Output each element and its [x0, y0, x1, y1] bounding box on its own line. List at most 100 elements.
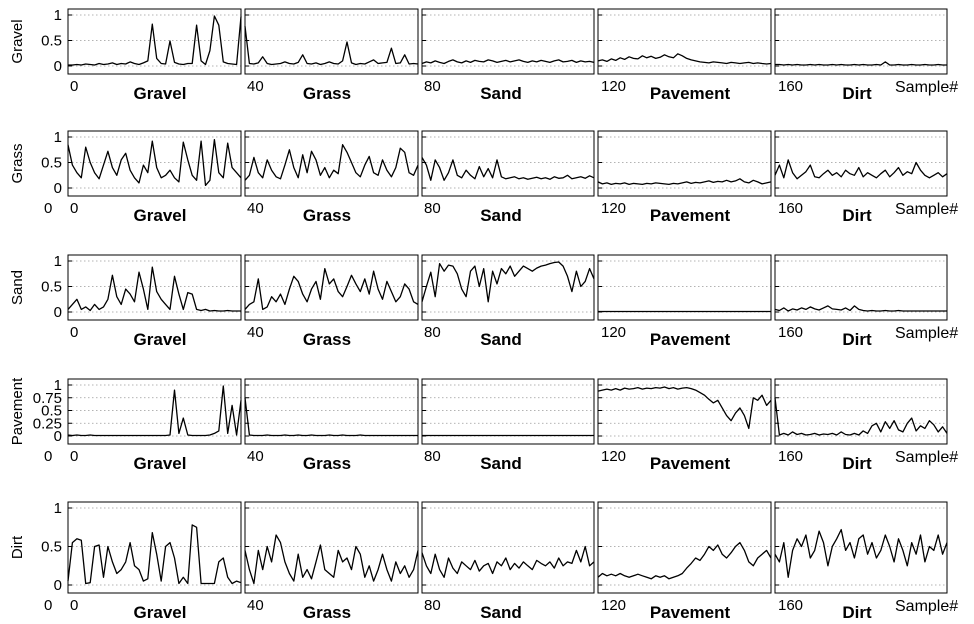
- panel-sand: [421, 501, 595, 594]
- surface-label: Grass: [303, 84, 351, 103]
- series-line: [774, 397, 948, 436]
- x-axis-label: Sample#: [895, 449, 958, 466]
- surface-label: Gravel: [134, 84, 187, 103]
- panel-grass: [244, 378, 419, 445]
- panel-sand: [421, 8, 595, 75]
- panel-sand: [421, 130, 595, 197]
- x-tick-label: 40: [247, 200, 264, 217]
- series-line: [68, 15, 242, 66]
- panel-pavement: [597, 130, 772, 197]
- panel-pavement: [597, 254, 772, 321]
- panel-gravel: [67, 8, 242, 75]
- series-line: [775, 61, 947, 66]
- panel-frame: [774, 8, 948, 75]
- x-tick-label: 0: [44, 448, 52, 465]
- series-line: [244, 267, 419, 311]
- surface-label: Sand: [480, 454, 522, 473]
- surface-label: Grass: [303, 206, 351, 225]
- panel-frame: [67, 378, 242, 445]
- x-axis-label: Sample#: [895, 79, 958, 96]
- surface-label: Sand: [480, 84, 522, 103]
- x-tick-label: 80: [424, 78, 441, 95]
- y-tick-label: 0.75: [33, 390, 62, 407]
- surface-label: Gravel: [134, 330, 187, 349]
- y-tick-label: 0.5: [41, 279, 62, 296]
- y-axis-label: Grass: [9, 143, 26, 183]
- panel-grass: [244, 254, 419, 321]
- panel-gravel: [67, 254, 242, 321]
- series-line: [244, 397, 418, 437]
- surface-label: Sand: [480, 603, 522, 622]
- y-tick-label: 0: [54, 577, 62, 594]
- surface-label: Grass: [303, 454, 351, 473]
- surface-label: Pavement: [650, 603, 731, 622]
- panel-dirt: [774, 254, 948, 321]
- x-tick-label: 0: [44, 597, 52, 614]
- panel-dirt: [774, 378, 948, 445]
- surface-label: Sand: [480, 206, 522, 225]
- surface-label: Dirt: [842, 603, 872, 622]
- x-axis-label: Sample#: [895, 325, 958, 342]
- surface-label: Pavement: [650, 84, 731, 103]
- x-axis-label: Sample#: [895, 598, 958, 615]
- panel-gravel: [67, 130, 242, 197]
- series-line: [244, 534, 419, 585]
- panel-dirt: [774, 501, 948, 594]
- y-tick-label: 0.5: [41, 539, 62, 556]
- panel-frame: [421, 8, 595, 75]
- x-tick-label: 120: [601, 448, 626, 465]
- series-line: [597, 386, 772, 430]
- y-tick-label: 0: [54, 180, 62, 197]
- panel-grass: [244, 130, 419, 197]
- surface-label: Gravel: [134, 603, 187, 622]
- surface-label: Dirt: [842, 84, 872, 103]
- surface-label: Pavement: [650, 330, 731, 349]
- y-axis-label: Gravel: [9, 19, 26, 63]
- y-tick-label: 0: [54, 428, 62, 445]
- surface-label: Grass: [303, 330, 351, 349]
- y-tick-label: 1: [54, 7, 62, 24]
- series-line: [421, 261, 595, 303]
- panel-gravel: [67, 501, 242, 594]
- x-tick-label: 160: [778, 200, 803, 217]
- panel-frame: [244, 130, 419, 197]
- panel-frame: [67, 501, 242, 594]
- y-tick-label: 0.25: [33, 415, 62, 432]
- x-tick-label: 160: [778, 448, 803, 465]
- series-line: [67, 138, 242, 187]
- surface-label: Sand: [480, 330, 522, 349]
- panel-frame: [774, 378, 948, 445]
- panel-frame: [67, 8, 242, 75]
- panel-frame: [421, 378, 595, 445]
- series-line: [67, 266, 241, 312]
- y-axis-label: Sand: [9, 270, 26, 305]
- series-line: [421, 545, 595, 578]
- panel-grass: [244, 501, 419, 594]
- x-tick-label: 0: [70, 200, 78, 217]
- series-line: [244, 26, 419, 66]
- y-tick-label: 0: [54, 304, 62, 321]
- panel-frame: [597, 8, 772, 75]
- panel-grass: [244, 8, 419, 75]
- panel-frame: [421, 130, 595, 197]
- series-line: [421, 59, 595, 65]
- x-tick-label: 0: [44, 200, 52, 217]
- panel-frame: [67, 254, 242, 321]
- series-line: [244, 144, 419, 181]
- x-tick-label: 40: [247, 448, 264, 465]
- panel-frame: [774, 254, 948, 321]
- x-tick-label: 40: [247, 78, 264, 95]
- x-tick-label: 80: [424, 597, 441, 614]
- surface-label: Gravel: [134, 206, 187, 225]
- surface-label: Pavement: [650, 454, 731, 473]
- panel-frame: [597, 501, 772, 594]
- surface-label: Dirt: [842, 454, 872, 473]
- series-line: [774, 305, 947, 312]
- panel-frame: [244, 254, 419, 321]
- panel-dirt: [774, 8, 948, 75]
- panel-frame: [597, 378, 772, 445]
- x-axis-label: Sample#: [895, 201, 958, 218]
- surface-label: Dirt: [842, 206, 872, 225]
